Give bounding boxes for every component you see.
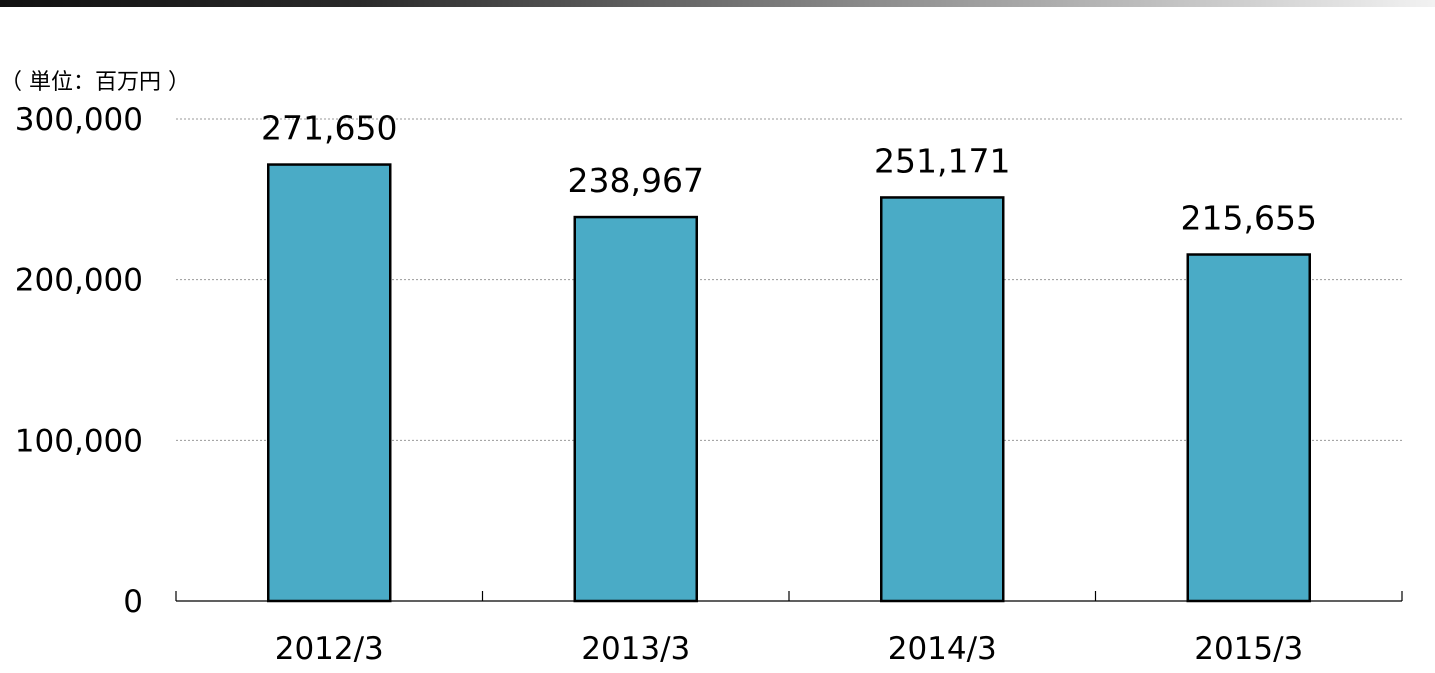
bar xyxy=(573,215,698,603)
y-tick-label: 0 xyxy=(123,584,143,620)
y-axis-tick-labels: 0 100,000 200,000 300,000 xyxy=(15,102,143,620)
unit-label: （ 単位：百万円 ） xyxy=(0,70,190,95)
x-tick-label: 2013/3 xyxy=(581,631,690,667)
data-label: 215,655 xyxy=(1181,199,1317,238)
y-tick-label: 100,000 xyxy=(15,423,143,459)
x-tick-label: 2014/3 xyxy=(888,631,997,667)
data-labels: 271,650 238,967 251,171 215,655 xyxy=(261,109,1317,238)
bar xyxy=(1186,253,1311,603)
bars xyxy=(267,163,1311,603)
data-label: 271,650 xyxy=(261,109,397,148)
x-tick-label: 2012/3 xyxy=(275,631,384,667)
y-tick-label: 300,000 xyxy=(15,102,143,138)
x-tick-label: 2015/3 xyxy=(1194,631,1303,667)
data-label: 251,171 xyxy=(874,141,1010,180)
header-gradient-band xyxy=(0,0,1435,7)
y-tick-label: 200,000 xyxy=(15,263,143,299)
x-axis xyxy=(175,591,1403,602)
data-label: 238,967 xyxy=(568,161,704,200)
bar xyxy=(880,196,1005,603)
x-axis-tick-labels: 2012/3 2013/3 2014/3 2015/3 xyxy=(275,631,1304,667)
bar xyxy=(267,163,392,603)
